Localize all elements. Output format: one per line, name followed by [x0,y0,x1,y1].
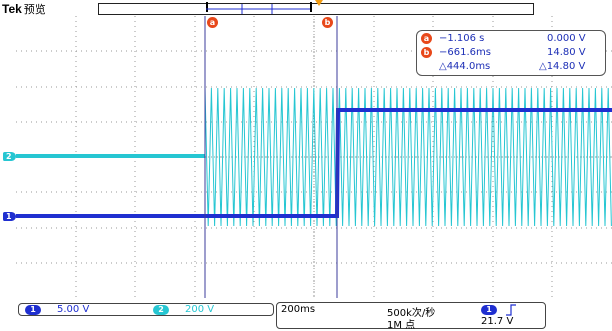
cursor-a-readout: a −1.106 s 0.000 V [421,33,586,44]
sample-rate: 500k次/秒 [387,308,436,319]
cursor-b-marker-label: b [324,18,331,27]
ch1-ground-marker[interactable]: 1 [3,212,16,221]
record-view-marks [206,4,310,14]
record-view-window[interactable] [206,2,312,12]
trigger-source-badge: 1 [481,305,497,315]
cursor-b-marker[interactable]: b [322,17,333,28]
cursor-b-value: 14.80 V [547,47,586,58]
ch1-badge: 1 [25,305,41,315]
ch2-scale[interactable]: 200 V [185,304,215,315]
top-bar: Tek 预览 [0,0,612,16]
timebase-box[interactable]: 200ms 500k次/秒 1M 点 1 21.7 V [276,302,546,331]
ch2-ground-marker[interactable]: 2 [3,152,16,161]
ch1-scale[interactable]: 5.00 V [57,304,90,315]
cursor-a-value: 0.000 V [547,33,586,44]
ch2-badge: 2 [153,305,169,315]
cursor-a-badge: a [421,33,432,44]
mode-label: 预览 [23,4,46,16]
brand-logo: Tek 预览 [2,1,46,17]
cursor-a-time: −1.106 s [439,33,485,44]
delta-value: △14.80 V [539,61,586,72]
trigger-level[interactable]: 21.7 V [481,316,514,327]
brand-text: Tek [2,2,22,16]
trigger-position-icon[interactable] [315,0,323,6]
delta-time: △444.0ms [439,61,491,72]
cursor-a-marker[interactable]: a [207,17,218,28]
channel-scale-box[interactable]: 1 5.00 V 2 200 V [18,303,274,316]
cursor-b-badge: b [421,47,432,58]
status-bar: 1 5.00 V 2 200 V 200ms 500k次/秒 1M 点 1 21… [0,298,612,331]
cursor-b-readout: b −661.6ms 14.80 V [421,47,586,58]
cursor-a-marker-label: a [209,18,216,27]
cursor-b-time: −661.6ms [439,47,491,58]
rising-edge-icon [506,304,516,316]
ch2-marker-label: 2 [6,152,12,161]
ch1-marker-label: 1 [6,212,12,221]
cursor-readout-panel: a −1.106 s 0.000 V b −661.6ms 14.80 V △4… [416,30,606,76]
timebase-scale[interactable]: 200ms [281,304,316,315]
record-length: 1M 点 [387,320,416,331]
